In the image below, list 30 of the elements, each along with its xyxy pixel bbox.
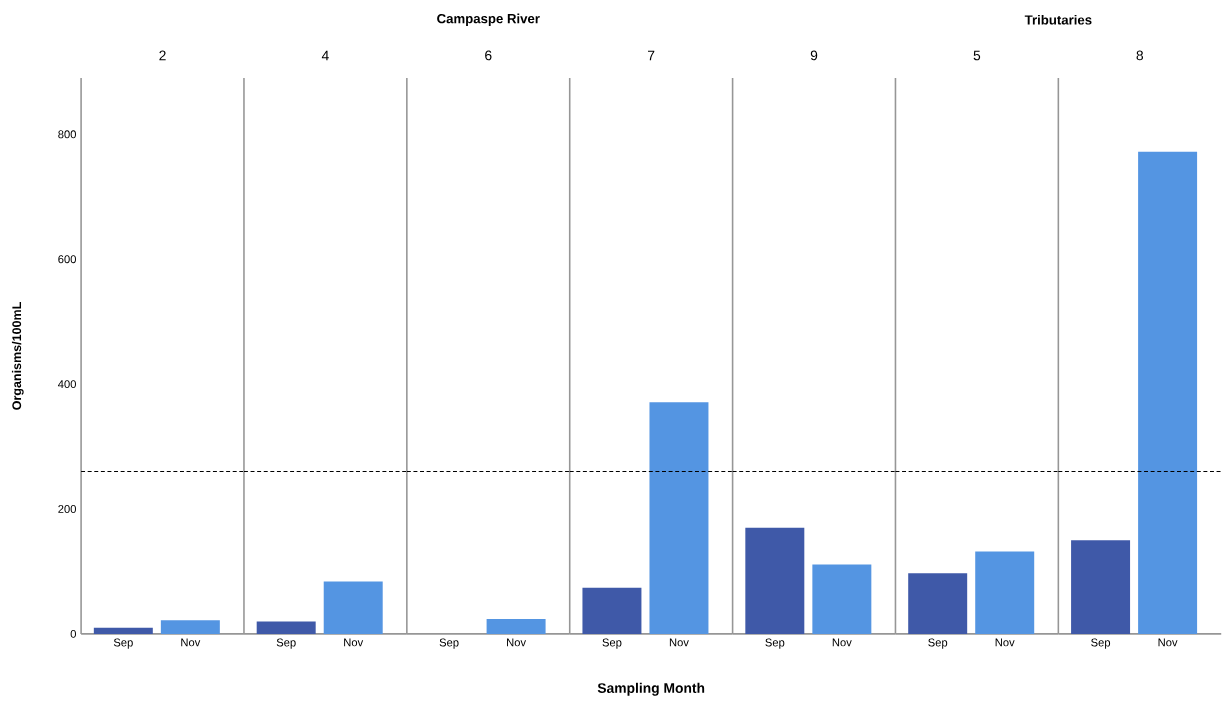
- x-tick-label: Nov: [344, 638, 364, 647]
- y-tick-label: 0: [70, 629, 76, 638]
- x-tick-label: Sep: [928, 638, 948, 649]
- x-tick-label: Sep: [113, 638, 133, 649]
- x-tick-label: Sep: [602, 638, 622, 649]
- x-tick-label: Nov: [669, 638, 689, 647]
- x-tick-label: Nov: [995, 638, 1015, 647]
- chart-title: 9: [810, 50, 818, 61]
- x-tick-label: Nov: [507, 638, 527, 647]
- x-tick-label: Sep: [276, 638, 296, 649]
- x-tick-label: Sep: [765, 638, 785, 649]
- y-tick-label: 400: [57, 380, 76, 389]
- y-tick-label: 800: [58, 130, 76, 139]
- chart-title: 6: [485, 50, 492, 61]
- chart-title: 2: [159, 50, 166, 61]
- chart-title: 4: [321, 50, 329, 61]
- chart-title: 7: [648, 50, 655, 61]
- text: Campaspe River: [437, 13, 540, 26]
- y-axis-title: Organisms/100mL: [11, 302, 24, 410]
- chart-title: 8: [1136, 50, 1144, 61]
- x-tick-label: Nov: [181, 638, 201, 647]
- x-tick-label: Sep: [1091, 638, 1111, 649]
- text: Tributaries: [1024, 14, 1092, 25]
- x-axis-title: Sampling Month: [597, 682, 705, 696]
- x-tick-label: Sep: [439, 638, 459, 649]
- chart-title: 5: [973, 50, 981, 61]
- x-tick-label: Nov: [1158, 638, 1178, 647]
- y-tick-label: 200: [58, 504, 76, 513]
- x-tick-label: Nov: [832, 638, 852, 647]
- y-tick-label: 600: [58, 255, 76, 264]
